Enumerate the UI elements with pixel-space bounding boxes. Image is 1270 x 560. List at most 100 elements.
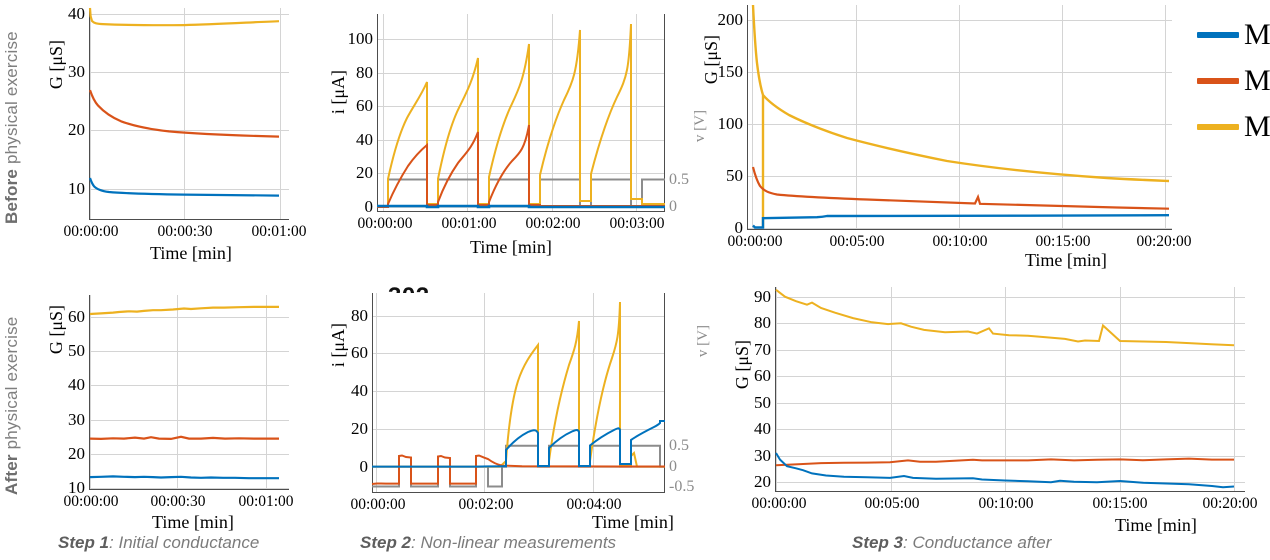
ytick-top-left-30: 30 [68, 61, 85, 81]
xtick-top-middle-0: 00:00:00 [357, 215, 413, 232]
legend-item-m2[interactable]: M2 [1197, 58, 1270, 104]
ytick-bottom-middle-20: 20 [351, 418, 368, 438]
curves-bottom-middle [371, 301, 665, 488]
ytick-bottom-right-70: 70 [754, 339, 771, 359]
ytick-bottom-right-90: 90 [754, 286, 771, 306]
curve-m1 [377, 204, 665, 209]
ytick-top-right-50: 50 [726, 166, 743, 186]
legend-item-m1[interactable]: M1 [1197, 12, 1270, 58]
legend-swatch-m1 [1197, 32, 1239, 38]
plot-area-top-middle: 0 20 40 60 80 100 0 0.5 00:00:00 00:01:0… [348, 14, 689, 232]
curves-top-left [88, 7, 280, 197]
xtick-bottom-left-0: 00:00:00 [63, 493, 119, 510]
ytick-bottom-left-20: 20 [68, 443, 85, 463]
ytick-top-right-150: 150 [717, 62, 744, 82]
ytick-bottom-right-50: 50 [754, 392, 771, 412]
axis-label-y-bottom-right: G [μS] [732, 340, 752, 390]
curve-m2 [377, 124, 665, 208]
ytick-bottom-left-60: 60 [68, 307, 85, 326]
ytick-bottom-left-50: 50 [68, 341, 85, 361]
curves-top-middle [377, 23, 665, 209]
xtick-bottom-middle-0: 00:00:00 [350, 496, 406, 513]
axis-label-x-top-middle: Time [min] [470, 237, 552, 257]
legend-label-m3: M [1244, 109, 1270, 143]
plot-area-bottom-right: 20 30 40 50 60 70 80 90 00:00:00 00:05:0… [751, 287, 1257, 512]
ytick-top-middle-100: 100 [347, 29, 374, 49]
ytick-right-bottom-middle-0: 0 [669, 457, 677, 475]
curve-m1 [372, 420, 665, 468]
axis-label-x-top-right: Time [min] [1025, 250, 1107, 270]
plot-area-bottom-middle: 0 20 40 60 80 -0.5 0 0.5 00:00:00 00:02:… [350, 293, 694, 513]
curve-m1 [89, 475, 279, 480]
axis-label-y-top-middle: i [μA] [328, 70, 348, 115]
axis-label-y-bottom-middle: i [μA] [328, 323, 348, 368]
curves-bottom-left [89, 305, 279, 480]
xtick-bottom-right-20: 00:20:00 [1202, 495, 1258, 512]
curve-m3 [751, 4, 1170, 228]
curve-voltage [377, 178, 665, 208]
legend-item-m3[interactable]: M3 [1197, 104, 1270, 150]
ytick-bottom-middle-80: 80 [351, 305, 368, 325]
xtick-bottom-left-30: 00:00:30 [150, 493, 206, 510]
caption-step-2: Step 2: Non-linear measurements [360, 533, 616, 553]
ytick-top-left-10: 10 [68, 178, 85, 198]
xtick-bottom-right-10: 00:10:00 [978, 495, 1034, 512]
ytick-right-bottom-middle-neg05: -0.5 [669, 477, 695, 495]
ytick-top-right-200: 200 [717, 10, 744, 30]
legend-label-m2: M [1244, 63, 1270, 97]
xtick-top-middle-180: 00:03:00 [609, 215, 665, 232]
ytick-top-middle-20: 20 [356, 163, 373, 183]
ytick-bottom-middle-0: 0 [359, 456, 369, 476]
xtick-top-right-20: 00:20:00 [1136, 233, 1192, 250]
xtick-bottom-right-0: 00:00:00 [751, 495, 807, 512]
caption-step-3-rest: : Conductance after [903, 533, 1052, 552]
xtick-bottom-middle-240: 00:04:00 [566, 496, 622, 513]
axis-label-x-bottom-left: Time [min] [152, 512, 234, 532]
ytick-right-top-middle-05: 0.5 [669, 170, 689, 188]
xtick-bottom-left-60: 00:01:00 [238, 493, 294, 510]
axis-label-y-bottom-left: G [μS] [46, 305, 66, 355]
axis-label-x-top-left: Time [min] [150, 243, 232, 263]
ytick-top-right-0: 0 [734, 218, 744, 237]
ytick-top-left-20: 20 [68, 120, 85, 140]
plot-area-top-right: 0 50 100 150 200 00:00:00 00:05:00 00:10… [718, 4, 1192, 250]
curve-m1 [88, 177, 280, 197]
xtick-top-right-10: 00:10:00 [932, 233, 988, 250]
caption-step-3-strong: Step 3 [852, 533, 904, 552]
xtick-top-right-0: 00:00:00 [727, 233, 783, 250]
ytick-right-bottom-middle-05: 0.5 [669, 436, 689, 454]
curve-m2 [371, 454, 665, 485]
xtick-top-left-0: 00:00:00 [63, 223, 119, 240]
caption-step-2-rest: : Non-linear measurements [411, 533, 617, 552]
caption-step-1-strong: Step 1 [58, 533, 110, 552]
ytick-bottom-left-30: 30 [68, 409, 85, 429]
xtick-bottom-right-15: 00:15:00 [1092, 495, 1148, 512]
ytick-bottom-right-30: 30 [754, 445, 771, 465]
ytick-bottom-right-20: 20 [754, 472, 771, 492]
legend-swatch-m2 [1197, 78, 1239, 84]
curves-bottom-right [775, 289, 1235, 489]
ytick-bottom-right-60: 60 [754, 366, 771, 386]
curve-m3 [88, 7, 280, 27]
curve-m3 [89, 305, 279, 316]
curve-m2 [89, 435, 279, 441]
axis-label-y-right-bottom-middle: v [V] [695, 325, 711, 358]
xtick-top-left-60: 00:01:00 [251, 223, 307, 240]
curve-m3 [372, 301, 665, 468]
ytick-bottom-right-80: 80 [754, 313, 771, 333]
ytick-bottom-middle-60: 60 [351, 343, 368, 363]
axis-label-x-bottom-middle: Time [min] [592, 512, 674, 532]
ytick-top-middle-60: 60 [356, 96, 373, 116]
ytick-bottom-left-10: 10 [68, 478, 85, 497]
curve-m2 [751, 166, 1170, 210]
curve-m1 [752, 214, 1170, 229]
curves-top-right [751, 4, 1170, 229]
curve-m3 [377, 23, 665, 208]
ytick-top-middle-40: 40 [356, 129, 373, 149]
caption-step-1: Step 1: Initial conductance [58, 533, 259, 553]
panel-bottom-left: G [μS] 10 20 30 40 50 60 00:00:00 00:00:… [0, 275, 320, 532]
plot-area-bottom-left: 10 20 30 40 50 60 00:00:00 00:00:30 00:0… [63, 295, 294, 510]
legend: M1 M2 M3 [1197, 12, 1270, 150]
ytick-bottom-middle-40: 40 [351, 381, 368, 401]
